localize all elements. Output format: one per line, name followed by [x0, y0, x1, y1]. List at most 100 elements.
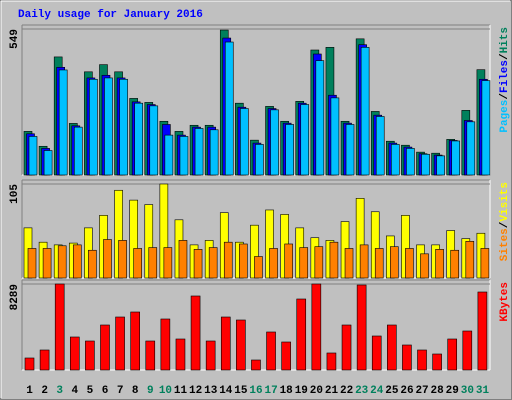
- x-tick-label: 11: [174, 385, 188, 397]
- bar: [432, 353, 442, 371]
- y-tick-label: 549: [9, 29, 21, 49]
- bar: [296, 298, 307, 371]
- bar: [451, 140, 461, 176]
- bar: [477, 291, 488, 371]
- y-tick-label: 105: [9, 184, 21, 204]
- bar: [239, 243, 248, 279]
- bar: [104, 77, 113, 176]
- bar: [435, 249, 444, 279]
- legend: KBytes: [499, 282, 511, 322]
- bar: [251, 359, 261, 371]
- bar: [480, 248, 490, 279]
- x-tick-label: 22: [340, 385, 353, 397]
- bar: [88, 249, 97, 279]
- bar: [69, 336, 80, 371]
- x-tick-label: 7: [117, 385, 124, 397]
- x-tick-label: 17: [264, 385, 277, 397]
- legend-entry: Visits: [499, 182, 511, 222]
- bar: [269, 248, 278, 279]
- bar: [462, 330, 473, 371]
- bar: [236, 319, 246, 371]
- bar: [417, 349, 427, 371]
- bar: [208, 247, 218, 279]
- legend-entry: Files: [499, 60, 511, 93]
- x-tick-label: 12: [189, 385, 202, 397]
- bar: [387, 324, 397, 371]
- bar: [133, 248, 142, 279]
- bar: [299, 247, 309, 279]
- bar: [27, 248, 37, 279]
- bar: [103, 239, 112, 279]
- legend-separator: /: [499, 93, 511, 100]
- x-tick-label: 1: [26, 385, 33, 397]
- bar: [190, 295, 201, 371]
- bar: [344, 248, 354, 279]
- plot-area: [22, 280, 490, 370]
- bar: [134, 102, 143, 176]
- legend-entry: Pages: [499, 100, 511, 133]
- x-tick-label: 18: [280, 385, 294, 397]
- x-tick-label: 6: [102, 385, 109, 397]
- bar: [285, 124, 294, 176]
- bar: [164, 134, 174, 176]
- bar: [314, 246, 324, 279]
- bar: [100, 324, 110, 371]
- bar: [148, 247, 158, 279]
- x-tick-label: 13: [204, 385, 218, 397]
- legend-separator: /: [499, 221, 511, 228]
- bar: [420, 253, 429, 279]
- legend-separator: /: [499, 53, 511, 60]
- bar: [359, 244, 369, 279]
- bar: [284, 243, 293, 279]
- bar: [57, 245, 67, 279]
- x-tick-label: 2: [41, 385, 48, 397]
- bar: [465, 240, 475, 279]
- bar: [178, 240, 188, 279]
- bar: [39, 349, 50, 371]
- bar: [160, 318, 171, 371]
- bar: [450, 249, 460, 279]
- x-tick-label: 30: [461, 385, 474, 397]
- bar: [118, 240, 127, 279]
- x-tick-label: 5: [87, 385, 94, 397]
- bar: [255, 144, 264, 176]
- bar: [58, 69, 68, 176]
- bar: [119, 78, 128, 176]
- x-tick-label: 21: [325, 385, 339, 397]
- bar: [220, 316, 231, 371]
- bar: [326, 352, 337, 371]
- bar: [315, 60, 325, 176]
- x-tick-label: 14: [219, 385, 233, 397]
- bar: [85, 340, 95, 371]
- chart-title: Daily usage for January 2016: [18, 9, 203, 21]
- x-tick-label: 20: [310, 385, 323, 397]
- bar: [421, 153, 430, 176]
- x-tick-label: 15: [234, 385, 248, 397]
- bar: [54, 283, 65, 371]
- x-tick-label: 8: [132, 385, 139, 397]
- bar: [266, 331, 276, 371]
- bar: [447, 338, 458, 371]
- bar: [163, 247, 173, 279]
- bar: [130, 311, 140, 371]
- bar: [466, 121, 476, 176]
- bar: [391, 144, 400, 176]
- bar: [356, 284, 367, 371]
- x-tick-label: 9: [147, 385, 154, 397]
- bar: [405, 248, 414, 279]
- x-tick-label: 28: [431, 385, 445, 397]
- bar: [145, 340, 156, 371]
- legend: Pages/Files/Hits: [499, 27, 511, 133]
- bar: [300, 104, 310, 176]
- bar: [481, 80, 491, 176]
- bar: [311, 283, 322, 371]
- x-tick-label: 24: [370, 385, 384, 397]
- bar: [115, 316, 125, 371]
- bar: [345, 124, 355, 176]
- bar: [149, 105, 159, 176]
- bar: [24, 357, 35, 371]
- x-tick-label: 31: [476, 385, 490, 397]
- bar: [330, 97, 340, 176]
- bar: [270, 109, 279, 176]
